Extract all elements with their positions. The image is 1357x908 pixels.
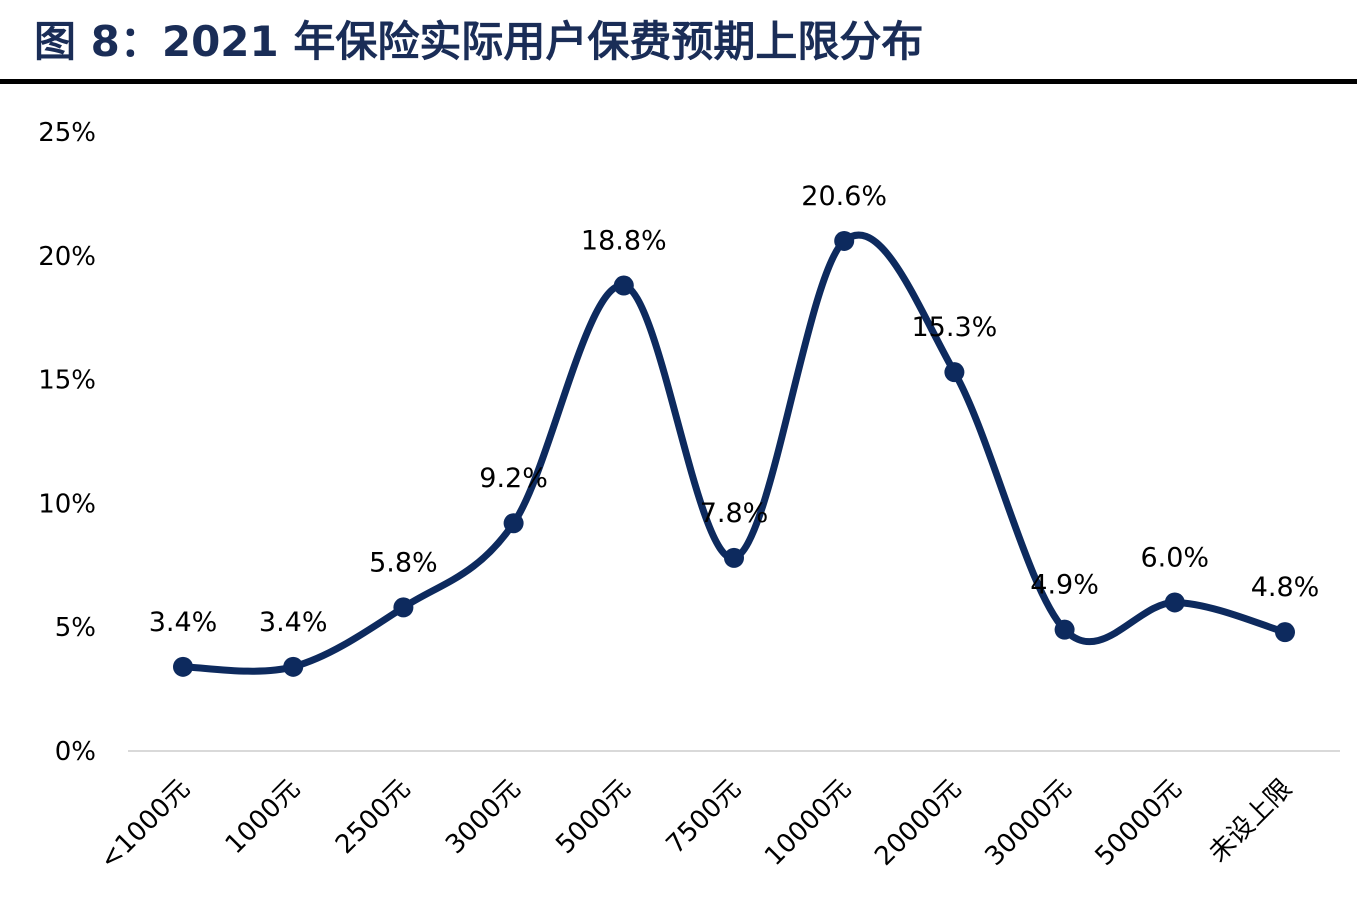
data-point	[1164, 592, 1185, 613]
data-point	[834, 230, 855, 251]
y-tick-label: 0%	[55, 737, 96, 767]
data-point	[393, 597, 414, 618]
y-tick-label: 15%	[38, 366, 96, 396]
x-tick-label: 30000元	[979, 774, 1077, 872]
data-points	[173, 230, 1295, 677]
data-point	[173, 656, 193, 677]
x-tick-label: 2500元	[330, 774, 416, 860]
y-tick-label: 5%	[55, 613, 96, 643]
data-point	[613, 275, 634, 296]
title-rule	[0, 79, 1357, 84]
data-label: 15.3%	[912, 312, 998, 343]
y-axis: 0% 5% 10% 15% 20% 25%	[38, 118, 96, 767]
y-tick-label: 10%	[38, 489, 96, 519]
data-labels: 3.4% 3.4% 5.8% 9.2% 18.8% 7.8% 20.6% 15.3% 4.9% 6…	[149, 181, 1320, 638]
data-label: 9.2%	[479, 463, 548, 494]
data-point	[1054, 619, 1075, 640]
x-tick-label: 未设上限	[1203, 774, 1298, 869]
data-label: 5.8%	[369, 547, 438, 578]
x-tick-label: 20000元	[869, 774, 967, 872]
data-point	[503, 513, 524, 534]
x-tick-label: 3000元	[440, 774, 526, 860]
y-tick-label: 25%	[38, 118, 96, 148]
data-label: 6.0%	[1140, 542, 1209, 573]
data-label: 4.8%	[1251, 572, 1320, 603]
x-tick-label: 7500元	[661, 774, 747, 860]
x-tick-label: 1000元	[220, 774, 306, 860]
figure-title: 图 8：2021 年保险实际用户保费预期上限分布	[34, 17, 924, 66]
series-line	[179, 231, 1289, 675]
data-label: 18.8%	[581, 226, 667, 257]
x-tick-label: 10000元	[759, 774, 857, 872]
data-point	[1275, 622, 1295, 643]
data-label: 3.4%	[149, 607, 218, 638]
x-tick-label: 50000元	[1090, 774, 1188, 872]
y-tick-label: 20%	[38, 242, 96, 272]
x-axis: <1000元 1000元 2500元 3000元 5000元 7500元 10000元 200…	[94, 774, 1298, 876]
data-point	[724, 547, 744, 568]
x-tick-label: <1000元	[94, 774, 196, 876]
data-point	[944, 362, 965, 383]
data-label: 20.6%	[801, 181, 887, 212]
x-tick-label: 5000元	[550, 774, 636, 860]
data-label: 4.9%	[1030, 570, 1099, 601]
data-point	[283, 656, 304, 677]
data-label: 7.8%	[700, 498, 769, 529]
data-label: 3.4%	[259, 607, 328, 638]
